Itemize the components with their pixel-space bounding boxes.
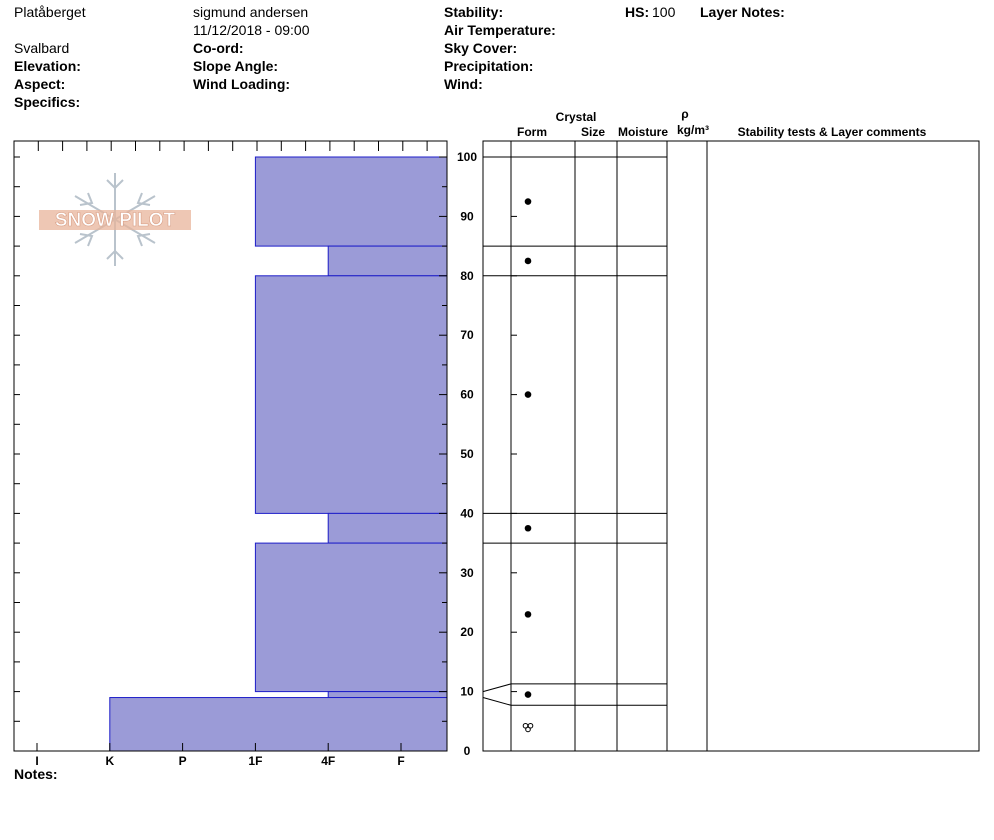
- location-name: Platåberget: [14, 4, 86, 20]
- hardness-layer-bar: [327, 512, 448, 544]
- height-tick-label: 30: [460, 566, 474, 580]
- height-tick-label: 20: [460, 625, 474, 639]
- air-temperature-label: Air Temperature:: [444, 22, 556, 38]
- hardness-tick-label: F: [397, 754, 404, 768]
- snowpilot-logo: SNOW PILOT: [39, 173, 191, 266]
- height-tick-label: 100: [457, 150, 477, 164]
- rounded-grain-symbol: [524, 524, 532, 532]
- height-tick-label: 0: [464, 744, 471, 758]
- region-name: Svalbard: [14, 40, 70, 56]
- sky-cover-label: Sky Cover:: [444, 40, 518, 56]
- hardness-tick-label: I: [35, 754, 38, 768]
- hardness-tick-label: P: [179, 754, 187, 768]
- wind-label: Wind:: [444, 76, 483, 92]
- hardness-tick-label: 1F: [248, 754, 262, 768]
- wind-loading-label: Wind Loading:: [193, 76, 291, 92]
- form-header: Form: [517, 125, 547, 139]
- notes-label: Notes:: [14, 766, 58, 782]
- hardness-tick-label: K: [105, 754, 114, 768]
- moisture-header: Moisture: [617, 125, 668, 139]
- coord-label: Co-ord:: [193, 40, 244, 56]
- hardness-layer-bar: [109, 697, 448, 752]
- hardness-layer-bar: [327, 245, 448, 277]
- slope-angle-label: Slope Angle:: [193, 58, 279, 74]
- specifics-label: Specifics:: [14, 94, 81, 110]
- size-header: Size: [580, 125, 605, 139]
- rounded-grain-symbol: [524, 198, 532, 205]
- density-unit-header: kg/m³: [676, 123, 709, 137]
- precipitation-label: Precipitation:: [444, 58, 534, 74]
- height-tick-label: 70: [460, 328, 474, 342]
- hardness-layer-bar: [254, 542, 448, 693]
- rounded-grain-symbol: [524, 611, 532, 618]
- rounded-grain-symbol: [524, 257, 532, 265]
- hardness-layer-bar: [254, 156, 448, 247]
- observation-datetime: 11/12/2018 - 09:00: [193, 22, 310, 38]
- rounded-grain-symbol: [524, 391, 532, 398]
- comments-header: Stability tests & Layer comments: [737, 125, 927, 139]
- layer-boundary: [482, 697, 667, 706]
- density-symbol-header: ρ: [681, 107, 689, 121]
- height-tick-label: 80: [460, 269, 474, 283]
- melt-freeze-symbol: [522, 722, 534, 733]
- hardness-layer-bar: [254, 275, 448, 514]
- profile-table-frame: [482, 140, 980, 752]
- observer-name: sigmund andersen: [193, 4, 309, 20]
- height-tick-label: 10: [460, 685, 474, 699]
- layer-boundary: [482, 683, 667, 693]
- logo-text: SNOW PILOT: [55, 210, 176, 231]
- aspect-label: Aspect:: [14, 76, 66, 92]
- rounded-grain-symbol: [524, 691, 532, 698]
- hardness-tick-label: 4F: [321, 754, 335, 768]
- hs-value: 100: [652, 4, 676, 20]
- hs-label: HS:: [625, 4, 650, 20]
- height-tick-label: 90: [460, 209, 474, 223]
- height-tick-label: 40: [460, 506, 474, 520]
- stability-label: Stability:: [444, 4, 504, 20]
- hardness-layer-bar: [327, 691, 448, 699]
- crystal-header: Crystal: [555, 110, 597, 124]
- elevation-label: Elevation:: [14, 58, 81, 74]
- layer-notes-label: Layer Notes:: [700, 4, 785, 20]
- height-tick-label: 50: [460, 447, 474, 461]
- height-tick-label: 60: [460, 388, 474, 402]
